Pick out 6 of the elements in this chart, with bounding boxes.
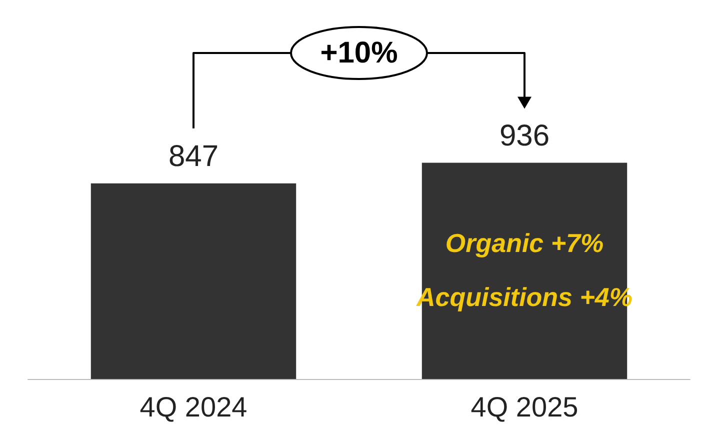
text: +10% <box>320 36 398 70</box>
annotation: Organic +7% <box>445 228 604 258</box>
x-tick-label: 4Q 2025 <box>470 392 578 422</box>
data-label: 936 <box>499 119 550 152</box>
x-tick-label: 4Q 2024 <box>140 392 248 422</box>
data-label: 847 <box>168 140 219 173</box>
